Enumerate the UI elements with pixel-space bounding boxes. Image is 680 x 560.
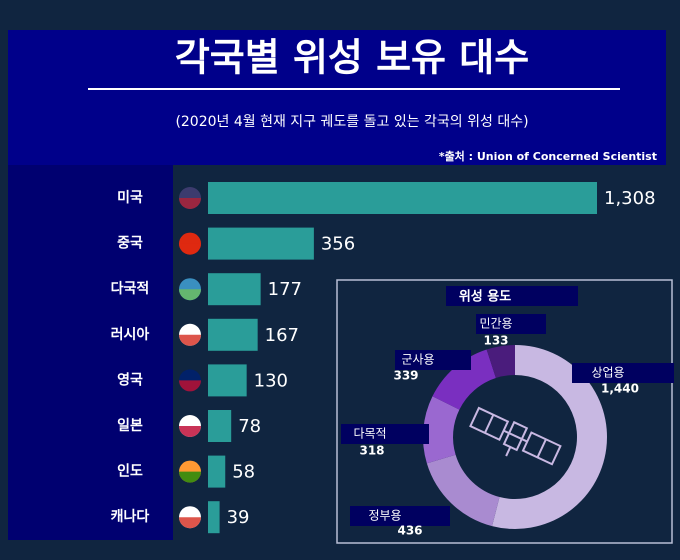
value-label: 356 — [321, 234, 355, 255]
flag-icon — [179, 198, 201, 209]
donut-segment — [492, 345, 607, 529]
donut-segment — [432, 349, 496, 410]
segment-label: 민간용 — [479, 317, 512, 331]
donut-segment — [486, 345, 515, 379]
label-box — [572, 363, 674, 383]
category-label: 다국적 — [111, 280, 150, 297]
segment-value: 133 — [483, 334, 508, 348]
category-label: 일본 — [117, 418, 143, 434]
label-box — [476, 314, 546, 334]
category-label: 중국 — [117, 236, 143, 252]
flag-icon — [179, 334, 201, 346]
segment-label: 상업용 — [591, 366, 624, 380]
bar — [208, 455, 226, 488]
value-label: 130 — [254, 370, 288, 391]
donut-segment — [426, 454, 500, 527]
value-label: 78 — [238, 416, 261, 437]
segment-value: 318 — [359, 444, 384, 458]
segment-label: 군사용 — [401, 353, 434, 367]
label-box — [350, 506, 450, 526]
value-label: 58 — [232, 462, 255, 483]
label-box — [341, 424, 429, 444]
bar — [208, 227, 314, 260]
bar — [208, 182, 597, 214]
segment-label: 정부용 — [368, 509, 401, 523]
value-label: 39 — [227, 507, 250, 528]
satellite-icon — [469, 406, 562, 466]
subtitle: (2020년 4월 현재 지구 궤도를 돌고 있는 각국의 위성 대수) — [175, 114, 528, 130]
category-label: 러시아 — [111, 326, 150, 343]
value-label: 167 — [265, 325, 299, 346]
donut-title: 위성 용도 — [459, 289, 511, 305]
category-label: 캐나다 — [111, 509, 150, 525]
segment-label: 다목적 — [353, 427, 386, 441]
value-label: 1,308 — [604, 188, 656, 209]
category-label: 인도 — [117, 463, 143, 480]
segment-value: 436 — [397, 524, 422, 538]
donut-segment — [423, 396, 460, 464]
bar — [208, 364, 247, 397]
flag-icon — [179, 426, 201, 437]
bar — [208, 501, 220, 534]
bar — [208, 410, 232, 442]
donut-title-box — [446, 286, 578, 306]
category-label: 미국 — [117, 190, 143, 206]
segment-value: 1,440 — [601, 382, 639, 396]
source: *출처 : Union of Concerned Scientist — [439, 149, 657, 163]
bar — [208, 273, 261, 306]
chart-title: 각국별 위성 보유 대수 — [175, 36, 529, 80]
label-column — [8, 165, 173, 540]
label-box — [395, 350, 471, 370]
flag-icon — [179, 243, 201, 255]
bar — [208, 318, 258, 351]
segment-value: 339 — [393, 369, 418, 383]
flag-icon — [179, 289, 201, 301]
header-panel — [8, 30, 666, 165]
flag-icon — [179, 380, 201, 392]
flag-icon — [179, 471, 201, 483]
value-label: 177 — [268, 279, 302, 300]
category-label: 영국 — [117, 371, 143, 388]
flag-icon — [179, 517, 201, 529]
